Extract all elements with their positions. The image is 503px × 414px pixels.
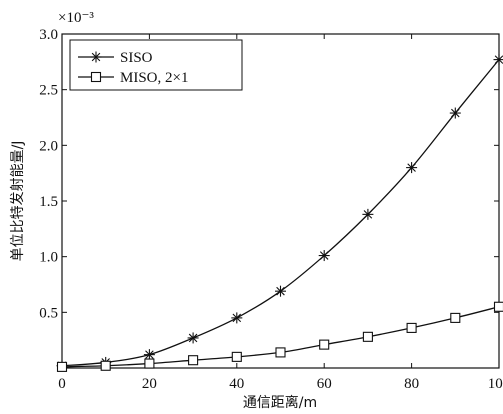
x-tick-label: 100 [488, 376, 503, 392]
data-point [318, 250, 330, 262]
data-point [275, 347, 286, 358]
data-point [449, 107, 461, 119]
series-siso [56, 54, 503, 372]
data-point [362, 208, 374, 220]
x-axis-label: 通信距离/m [243, 394, 317, 411]
data-point [187, 332, 199, 344]
data-point [144, 358, 155, 369]
y-tick-label: 2.5 [39, 83, 58, 99]
data-point [100, 360, 111, 371]
data-point [275, 285, 286, 297]
axis-ticks: 0 20 40 60 80 100 0.5 1.0 1.5 2.0 2.5 3.0 [39, 27, 503, 392]
data-point [493, 54, 503, 66]
data-point [362, 331, 373, 342]
data-point [406, 322, 417, 333]
data-point [493, 301, 503, 312]
legend-marker-siso [90, 51, 102, 63]
data-point [143, 349, 155, 361]
data-point [231, 351, 242, 362]
legend-square-icon [90, 71, 102, 83]
data-point [450, 312, 461, 323]
legend: SISO MISO, 2×1 [69, 39, 243, 91]
x-tick-label: 20 [142, 376, 157, 392]
x-tick-label: 80 [404, 376, 419, 392]
data-point [319, 339, 330, 350]
legend-label-miso: MISO, 2×1 [120, 70, 188, 86]
y-exponent-label: ×10⁻³ [58, 10, 94, 26]
x-tick-label: 60 [317, 376, 332, 392]
y-tick-label: 2.0 [39, 138, 58, 154]
series-layer [56, 54, 503, 372]
legend-label-siso: SISO [120, 50, 153, 66]
y-tick-label: 1.0 [39, 250, 58, 266]
data-point [406, 162, 418, 174]
y-tick-label: 0.5 [39, 305, 58, 321]
x-tick-label: 40 [229, 376, 244, 392]
y-axis-label: 单位比特发射能量/J [10, 141, 26, 262]
legend-marker-miso [90, 71, 102, 83]
series-line [61, 306, 500, 368]
series-miso [56, 301, 503, 372]
data-point [188, 355, 199, 366]
y-tick-label: 1.5 [39, 194, 58, 210]
y-tick-label: 3.0 [39, 27, 58, 43]
data-point [231, 312, 243, 324]
data-point [56, 361, 68, 372]
legend-asterisk-icon [90, 51, 102, 63]
x-tick-label: 0 [58, 376, 66, 392]
series-line [61, 59, 500, 367]
